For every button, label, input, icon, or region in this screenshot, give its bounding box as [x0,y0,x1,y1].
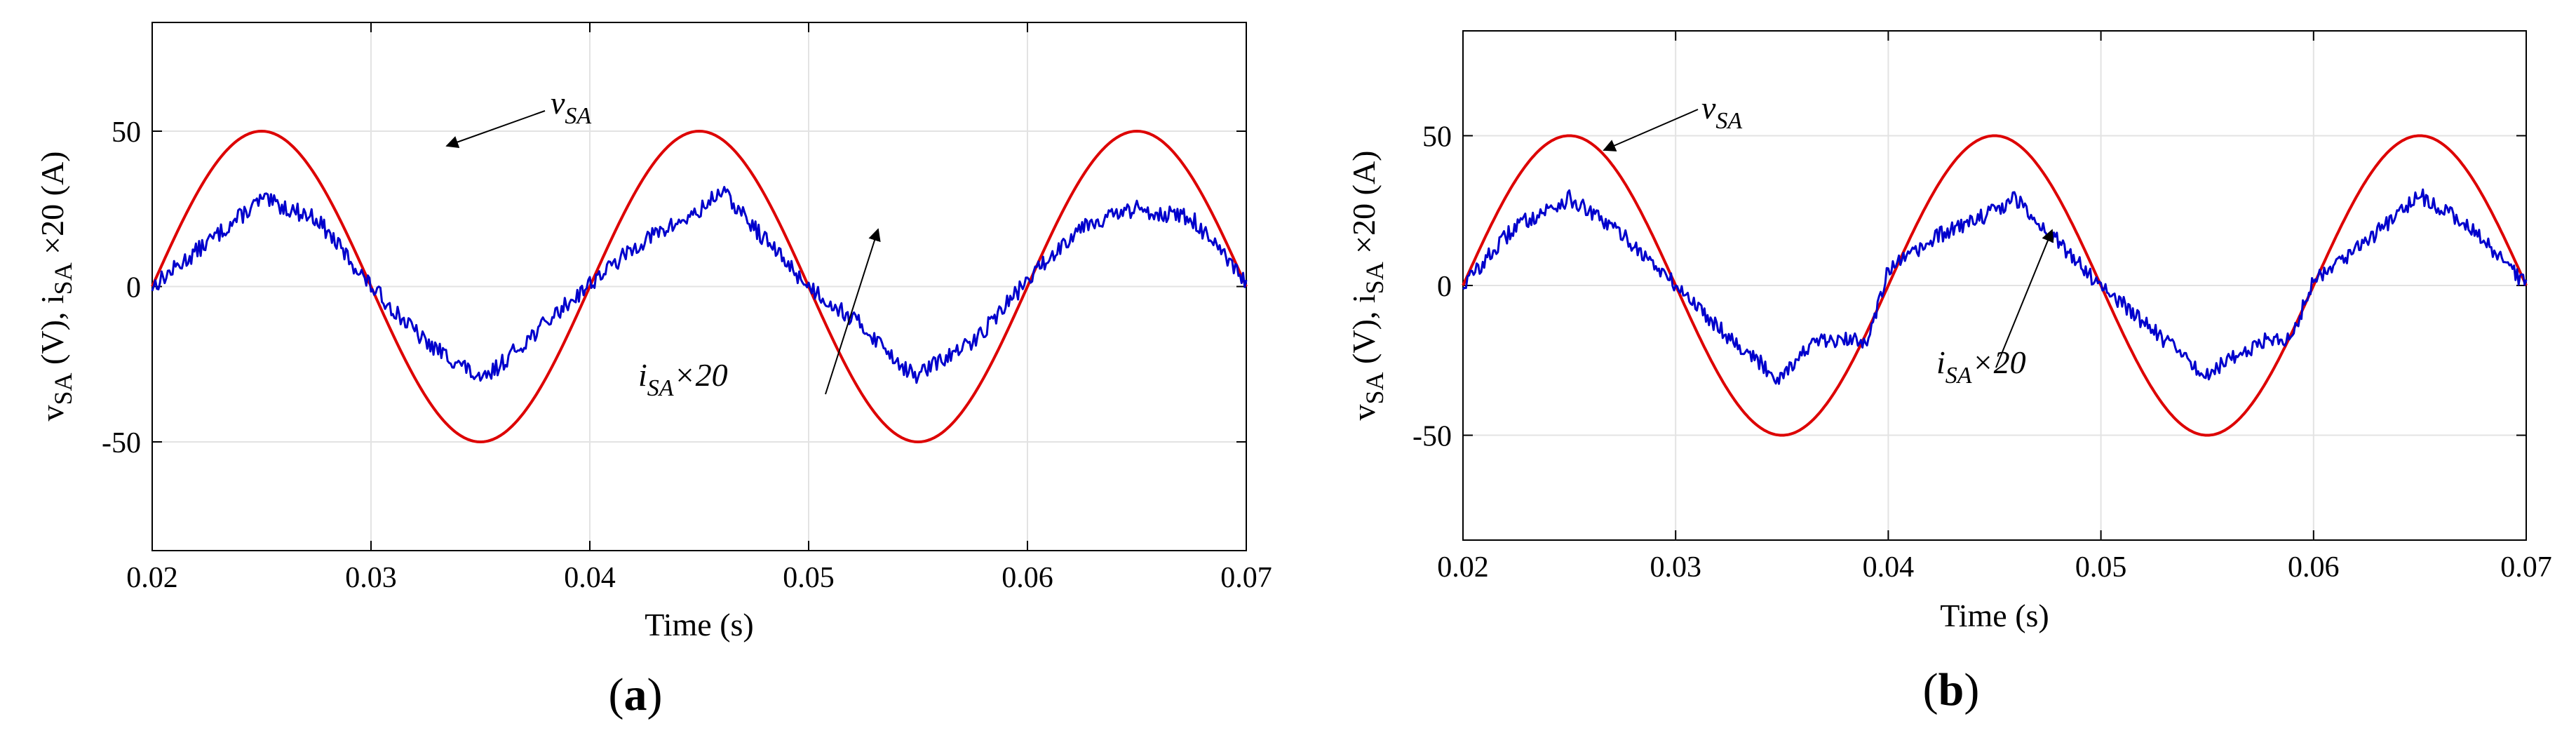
ticks-a: 0.02 0.03 0.04 0.05 0.06 0.07 -50 0 50 [102,22,1272,594]
x-axis-title-b: Time (s) [1940,598,2049,633]
voltage-series-line [1462,134,2528,437]
x-axis-title-a: Time (s) [645,607,754,643]
annotations-a: vSA iSA×20 [445,85,881,401]
i-label-a: iSA×20 [638,357,728,401]
x-tick-label: 0.03 [345,562,397,594]
y-tick-label: 50 [1422,121,1452,153]
caption-b: (b) [1923,664,1980,715]
y-tick-label: 50 [112,116,141,149]
x-tick-label: 0.05 [783,562,835,594]
x-tick-label: 0.02 [1437,551,1489,584]
x-tick-label: 0.03 [1650,551,1701,584]
v-label-b: vSA [1701,90,1742,134]
x-tick-label: 0.05 [2075,551,2127,584]
panel-b: 0.02 0.03 0.04 0.05 0.06 0.07 -50 0 50 vSA iSA×2… [1346,30,2552,715]
x-tick-label: 0.07 [1220,562,1272,594]
i-label-b: iSA×20 [1936,344,2026,389]
y-tick-label: 0 [1437,271,1452,303]
series-a [151,130,1248,443]
x-tick-label: 0.07 [2500,551,2552,584]
i-arrow-b [1995,229,2054,368]
plot-b: 0.02 0.03 0.04 0.05 0.06 0.07 -50 0 50 vSA iSA×2… [1412,30,2552,584]
v-label-a: vSA [551,85,591,129]
annotations-b: vSA iSA×20 [1603,90,2054,389]
y-tick-label: 0 [126,272,141,304]
y-axis-title-b: vSA (V), iSA ×20 (A) [1346,150,1389,420]
i-arrow-a [825,228,881,395]
y-tick-label: -50 [102,427,141,459]
x-tick-label: 0.06 [1002,562,1053,594]
panel-a: 0.02 0.03 0.04 0.05 0.06 0.07 -50 0 50 vSA iSA×2… [34,22,1272,720]
v-arrow-a [445,110,546,149]
v-arrow-b [1603,109,1699,152]
y-axis-title-a: vSA (V), iSA ×20 (A) [34,151,77,421]
current-series-line [151,186,1248,384]
series-b [1462,134,2528,437]
x-tick-label: 0.04 [1863,551,1915,584]
plot-a: 0.02 0.03 0.04 0.05 0.06 0.07 -50 0 50 vSA iSA×2… [102,22,1272,594]
x-tick-label: 0.02 [126,562,178,594]
ticks-b: 0.02 0.03 0.04 0.05 0.06 0.07 -50 0 50 [1412,31,2552,584]
grid-a [152,22,1246,551]
x-tick-label: 0.06 [2288,551,2340,584]
caption-a: (a) [609,669,663,720]
current-series-line [1462,188,2528,385]
voltage-series-line [151,130,1248,443]
x-tick-label: 0.04 [564,562,616,594]
y-tick-label: -50 [1412,421,1452,453]
